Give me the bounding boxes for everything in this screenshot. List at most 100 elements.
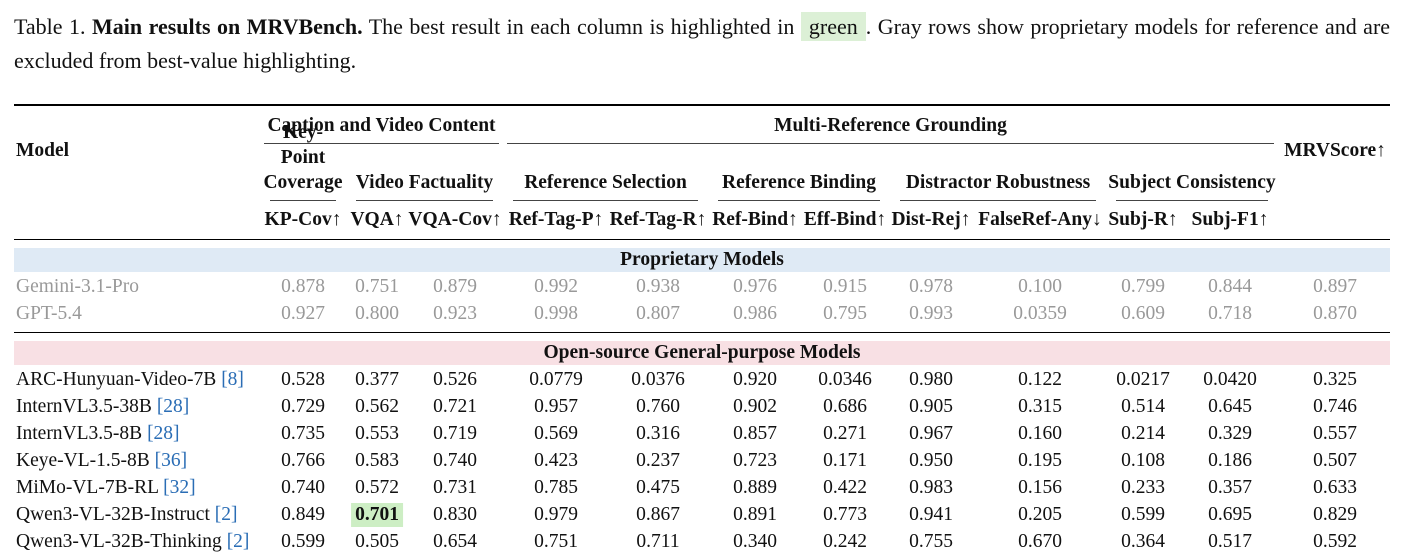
citation[interactable]: [8] (221, 369, 244, 390)
cell-value: 0.829 (1313, 504, 1357, 525)
subgroup-underline (718, 200, 880, 201)
model-name: Gemini-3.1-Pro (16, 275, 139, 299)
cell-value: 0.507 (1313, 450, 1357, 471)
cell-value: 0.583 (355, 450, 399, 471)
cell-value: 0.609 (1121, 303, 1165, 324)
cell-value: 0.993 (909, 303, 953, 324)
subgroup-header: Reference Selection (524, 172, 687, 193)
model-label: GPT-5.4 (16, 303, 82, 324)
section-title: Proprietary Models (620, 249, 784, 270)
cell-value: 0.599 (281, 531, 325, 552)
citation[interactable]: [2] (226, 531, 250, 552)
cell-value: 0.562 (355, 396, 399, 417)
citation[interactable]: [36] (154, 450, 188, 471)
cell-value: 0.766 (281, 450, 325, 471)
metric-header: VQA-Cov↑ (408, 209, 502, 230)
cell-value: 0.941 (909, 504, 953, 525)
subgroup-header: Key-Point Coverage (263, 122, 343, 193)
cell-value: 0.785 (534, 477, 578, 498)
group-underline (507, 143, 1274, 144)
cell-value: 0.0420 (1203, 369, 1257, 390)
model-name: Qwen3-VL-32B-Instruct [2] (16, 503, 238, 527)
cell-value: 0.915 (823, 276, 867, 297)
cell-value: 0.897 (1313, 276, 1357, 297)
cell-value: 0.340 (733, 531, 777, 552)
cell-value: 0.271 (823, 423, 867, 444)
citation[interactable]: [28] (147, 423, 180, 444)
cell-value: 0.701 (351, 503, 403, 527)
cell-value: 0.325 (1313, 369, 1357, 390)
cell-value: 0.670 (1018, 531, 1062, 552)
metric-header: Dist-Rej↑ (891, 209, 971, 230)
cell-value: 0.695 (1208, 504, 1252, 525)
cell-value: 0.122 (1018, 369, 1062, 390)
cell-value: 0.731 (433, 477, 477, 498)
caption-label: Table 1. (14, 14, 86, 39)
metric-header: FalseRef-Any↓ (978, 209, 1102, 230)
cell-value: 0.214 (1121, 423, 1165, 444)
top-rule (14, 104, 1390, 106)
model-label: Qwen3-VL-32B-Instruct (16, 504, 210, 525)
cell-value: 0.517 (1208, 531, 1252, 552)
cell-value: 0.171 (823, 450, 867, 471)
model-label: MiMo-VL-7B-RL (16, 477, 159, 498)
cell-value: 0.998 (534, 303, 578, 324)
cell-value: 0.902 (733, 396, 777, 417)
cell-value: 0.423 (534, 450, 578, 471)
caption-text: The best result in each column is highli… (368, 14, 795, 39)
model-label: InternVL3.5-38B (16, 396, 152, 417)
cell-value: 0.807 (636, 303, 680, 324)
cell-value: 0.364 (1121, 531, 1165, 552)
metric-header: KP-Cov↑ (264, 209, 342, 230)
subgroup-header: Subject Consistency (1108, 172, 1276, 193)
metric-header: VQA↑ (350, 209, 404, 230)
metric-header: Subj-R↑ (1108, 209, 1178, 230)
final-header: MRVScore↑ (1284, 140, 1386, 161)
model-header: Model (16, 140, 70, 161)
cell-value: 0.920 (733, 369, 777, 390)
cell-value: 0.719 (433, 423, 477, 444)
cell-value: 0.592 (1313, 531, 1357, 552)
cell-value: 0.957 (534, 396, 578, 417)
subgroup-header: Distractor Robustness (905, 172, 1091, 193)
cell-value: 0.553 (355, 423, 399, 444)
citation[interactable]: [28] (156, 396, 190, 417)
cell-value: 0.599 (1121, 504, 1165, 525)
cell-value: 0.799 (1121, 276, 1165, 297)
cell-value: 0.746 (1313, 396, 1357, 417)
cell-value: 0.992 (534, 276, 578, 297)
caption-bold: Main results on MRVBench. (92, 14, 363, 39)
metric-header: Eff-Bind↑ (803, 209, 887, 230)
subgroup-header: Video Factuality (355, 172, 494, 193)
citation[interactable]: [32] (163, 477, 196, 498)
cell-value: 0.773 (823, 504, 867, 525)
cell-value: 0.751 (355, 276, 399, 297)
cell-value: 0.572 (355, 477, 399, 498)
model-label: Keye-VL-1.5-8B (16, 450, 150, 471)
subgroup-underline (356, 200, 493, 201)
group-underline (264, 143, 499, 144)
cell-value: 0.654 (433, 531, 477, 552)
cell-value: 0.237 (636, 450, 680, 471)
cell-value: 0.0346 (818, 369, 872, 390)
cell-value: 0.0217 (1116, 369, 1170, 390)
subgroup-header: Reference Binding (721, 172, 876, 193)
cell-value: 0.967 (909, 423, 953, 444)
cell-value: 0.755 (909, 531, 953, 552)
cell-value: 0.526 (433, 369, 477, 390)
group-header: Caption and Video Content (267, 115, 496, 136)
cell-value: 0.878 (281, 276, 325, 297)
cell-value: 0.740 (433, 450, 477, 471)
metric-header: Ref-Tag-P↑ (508, 209, 604, 230)
metric-header: Ref-Tag-R↑ (609, 209, 707, 230)
cell-value: 0.242 (823, 531, 867, 552)
model-label: InternVL3.5-8B (16, 423, 143, 444)
cell-value: 0.514 (1121, 396, 1165, 417)
cell-value: 0.721 (433, 396, 477, 417)
citation[interactable]: [2] (214, 504, 238, 525)
cell-value: 0.357 (1208, 477, 1252, 498)
cell-value: 0.923 (433, 303, 477, 324)
cell-value: 0.108 (1121, 450, 1165, 471)
section-title: Open-source General-purpose Models (543, 342, 861, 363)
cell-value: 0.978 (909, 276, 953, 297)
